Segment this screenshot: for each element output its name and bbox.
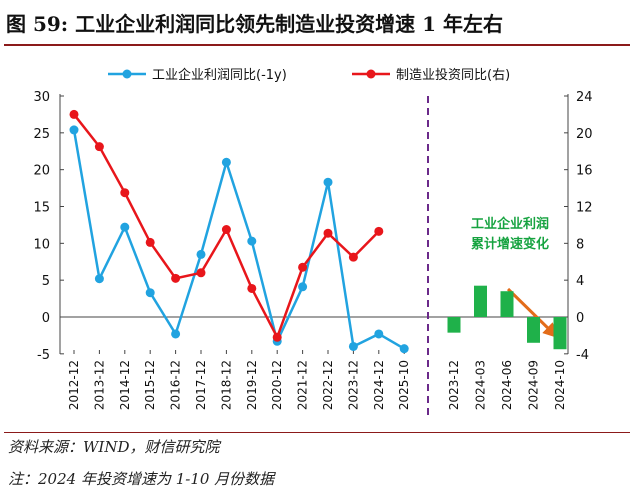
left-tick-label: 20	[33, 164, 50, 179]
annotation-line: 工业企业利润	[471, 216, 549, 232]
x-tick-label: 2015-12	[143, 360, 157, 410]
investment-point	[145, 237, 155, 247]
footer-divider	[4, 432, 630, 433]
profit-point	[298, 282, 308, 292]
legend-profit-label: 工业企业利润同比(-1y)	[152, 67, 287, 83]
x-tick-label: 2014-12	[118, 360, 132, 410]
investment-change-bar	[447, 317, 461, 333]
x-tick-label: 2022-12	[321, 360, 335, 410]
investment-point	[221, 225, 231, 235]
investment-point	[94, 142, 104, 152]
investment-change-bar	[553, 317, 567, 350]
profit-point	[221, 157, 231, 167]
investment-point	[348, 252, 358, 262]
trend-arrow	[506, 287, 559, 339]
footnote: 注：2024 年投资增速为 1-10 月份数据	[8, 470, 275, 488]
x-tick-label: 2024-06	[500, 360, 514, 410]
profit-point	[196, 249, 206, 259]
left-tick-label: -5	[37, 348, 50, 363]
right-tick-label: 8	[576, 237, 584, 252]
investment-point	[272, 332, 282, 342]
profit-point	[171, 329, 181, 339]
annotation-line: 累计增速变化	[471, 236, 549, 252]
x-tick-label: 2024-10	[553, 360, 567, 410]
x-tick-label: 2013-12	[92, 360, 106, 410]
left-tick-label: 0	[42, 311, 50, 326]
left-tick-label: 10	[33, 237, 50, 252]
legend-investment-label: 制造业投资同比(右)	[396, 67, 510, 83]
profit-point	[399, 344, 409, 354]
x-tick-label: 2016-12	[169, 360, 183, 410]
investment-point	[374, 226, 384, 236]
investment-change-bar	[527, 317, 540, 343]
chart-title: 图 59: 工业企业利润同比领先制造业投资增速 1 年左右	[6, 12, 503, 36]
x-tick-label: 2025-10	[397, 360, 411, 410]
right-tick-label: 16	[576, 164, 593, 179]
investment-point	[196, 268, 206, 278]
source-note: 资料来源：WIND，财信研究院	[8, 438, 220, 456]
investment-change-bar	[500, 291, 514, 317]
legend-investment-marker	[366, 69, 376, 79]
left-tick-label: 30	[33, 90, 50, 105]
profit-point	[94, 274, 104, 284]
right-tick-label: 20	[576, 127, 593, 142]
profit-point	[69, 125, 79, 135]
profit-point	[145, 288, 155, 298]
investment-change-bar	[474, 285, 487, 317]
profit-line	[72, 129, 405, 350]
right-tick-label: 24	[576, 90, 593, 105]
investment-point	[323, 228, 333, 238]
profit-point	[348, 341, 358, 351]
left-tick-label: 25	[33, 127, 50, 142]
right-tick-label: -4	[576, 348, 589, 363]
x-tick-label: 2024-12	[372, 360, 386, 410]
profit-point	[323, 177, 333, 187]
x-tick-label: 2018-12	[219, 360, 233, 410]
x-tick-label: 2024-03	[474, 360, 488, 410]
x-tick-label: 2019-12	[245, 360, 259, 410]
x-tick-label: 2023-12	[346, 360, 360, 410]
left-tick-label: 15	[33, 201, 50, 216]
x-tick-label: 2024-09	[527, 360, 541, 410]
investment-point	[120, 188, 130, 198]
investment-point	[69, 109, 79, 119]
x-tick-label: 2017-12	[194, 360, 208, 410]
profit-point	[374, 329, 384, 339]
legend-profit-marker	[122, 69, 132, 79]
right-tick-label: 0	[576, 311, 584, 326]
investment-point	[247, 283, 257, 293]
investment-point	[298, 262, 308, 272]
title-underline	[4, 44, 630, 46]
left-tick-label: 5	[42, 274, 50, 289]
right-tick-label: 4	[576, 274, 584, 289]
right-tick-label: 12	[576, 201, 593, 216]
x-tick-label: 2012-12	[67, 360, 81, 410]
x-tick-label: 2021-12	[296, 360, 310, 410]
investment-point	[171, 273, 181, 283]
profit-point	[120, 222, 130, 232]
profit-point	[247, 236, 257, 246]
x-tick-label: 2023-12	[447, 360, 461, 410]
x-tick-label: 2020-12	[270, 360, 284, 410]
